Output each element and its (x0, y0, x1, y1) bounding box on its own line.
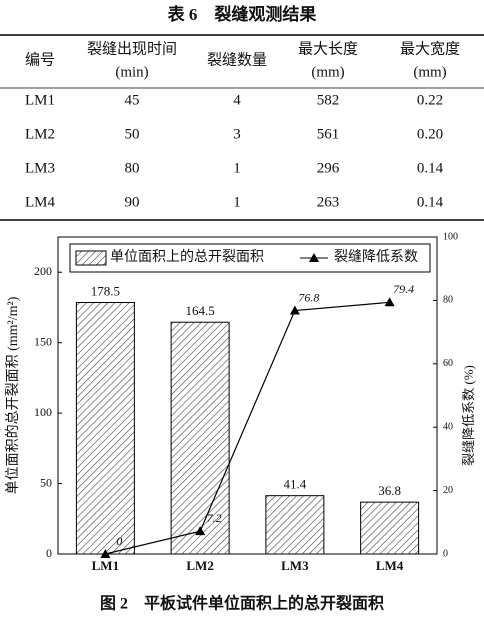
bar (170, 321, 230, 555)
line-value-label: 76.8 (298, 290, 319, 304)
table-cell: 4 (233, 92, 241, 108)
header-cell: 编号 (25, 51, 55, 68)
table-cell: 582 (317, 92, 340, 108)
y2-tick-label: 60 (443, 358, 453, 369)
line-marker (195, 526, 206, 536)
table-cell: 1 (233, 194, 241, 210)
y2-tick-label: 100 (443, 231, 458, 242)
legend-label: 裂缝降低系数 (334, 249, 418, 265)
header-cell: 最大宽度 (400, 40, 460, 57)
header-cell: 裂缝数量 (207, 51, 267, 68)
y-tick-label: 0 (46, 546, 52, 560)
table-cell: 80 (125, 160, 140, 176)
y-tick-label: 100 (34, 405, 52, 419)
table-cell: 0.14 (417, 160, 444, 176)
bar (265, 495, 325, 555)
bar-value-label: 36.8 (378, 483, 401, 498)
bar-value-label: 41.4 (284, 477, 307, 492)
line-value-label: 7.2 (207, 511, 222, 525)
header-cell: 最大长度 (298, 40, 358, 57)
legend-marker (309, 253, 319, 262)
table-cell: 90 (125, 194, 140, 210)
y2-tick-label: 20 (443, 485, 453, 496)
legend-swatch (75, 250, 107, 266)
line-marker (384, 297, 395, 307)
legend-box (69, 243, 431, 273)
header-cell: (mm) (311, 64, 344, 80)
line-series (105, 301, 390, 555)
bar-value-label: 164.5 (186, 303, 215, 318)
y-axis-label: 单位面积的总开裂面积 (mm²/m²) (5, 296, 21, 494)
x-tick-label: LM2 (186, 558, 213, 573)
bar (360, 501, 420, 555)
figure-caption: 图 2 平板试件单位面积上的总开裂面积 (100, 594, 384, 613)
x-tick-label: LM3 (281, 558, 309, 573)
table-cell: 50 (125, 126, 140, 142)
table-cell: 0.14 (417, 194, 444, 210)
header-cell: (min) (115, 64, 148, 80)
bar (75, 302, 135, 555)
x-tick-label: LM4 (376, 558, 404, 573)
table-cell: 1 (233, 160, 241, 176)
x-tick-label: LM1 (92, 558, 119, 573)
table-cell: 561 (317, 126, 340, 142)
y2-tick-label: 80 (443, 295, 453, 306)
y2-axis-label: 裂缝降低系数 (%) (461, 365, 476, 466)
line-value-label: 79.4 (393, 282, 414, 296)
table-cell: LM2 (25, 126, 55, 142)
table-cell: 296 (317, 160, 340, 176)
bar-value-label: 178.5 (91, 283, 120, 298)
table-title: 表 6 裂缝观测结果 (168, 4, 317, 24)
table-cell: 0.20 (417, 126, 443, 142)
table-cell: 263 (317, 194, 340, 210)
header-cell: 裂缝出现时间 (87, 40, 177, 57)
y-tick-label: 50 (40, 475, 52, 489)
table-cell: 3 (233, 126, 241, 142)
table-cell: 0.22 (417, 92, 443, 108)
line-value-label: 0 (116, 534, 122, 548)
plot-frame (57, 236, 438, 555)
y-tick-label: 200 (34, 264, 52, 278)
line-marker (289, 305, 300, 315)
legend-label: 单位面积上的总开裂面积 (110, 249, 264, 265)
line-marker (100, 549, 111, 558)
y2-tick-label: 0 (443, 548, 448, 559)
header-cell: (mm) (413, 64, 446, 80)
table-cell: LM3 (25, 160, 55, 176)
table-cell: 45 (125, 92, 140, 108)
y2-tick-label: 40 (443, 421, 453, 432)
y-tick-label: 150 (34, 334, 52, 348)
table-cell: LM4 (25, 194, 56, 210)
table-cell: LM1 (25, 92, 55, 108)
